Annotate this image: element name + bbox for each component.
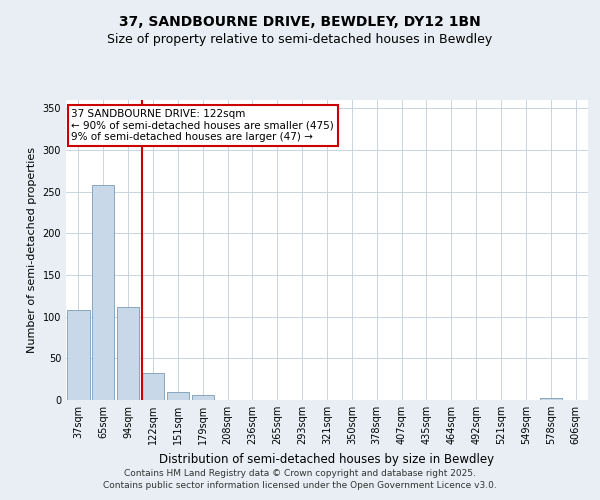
Bar [67, 310, 89, 400]
Bar [167, 392, 189, 400]
Bar [191, 395, 214, 400]
Text: 37 SANDBOURNE DRIVE: 122sqm
← 90% of semi-detached houses are smaller (475)
9% o: 37 SANDBOURNE DRIVE: 122sqm ← 90% of sem… [71, 109, 334, 142]
Bar [117, 306, 139, 400]
Bar [539, 398, 562, 400]
Bar [142, 372, 164, 400]
Text: Contains HM Land Registry data © Crown copyright and database right 2025.
Contai: Contains HM Land Registry data © Crown c… [103, 468, 497, 490]
X-axis label: Distribution of semi-detached houses by size in Bewdley: Distribution of semi-detached houses by … [160, 452, 494, 466]
Bar [92, 185, 115, 400]
Y-axis label: Number of semi-detached properties: Number of semi-detached properties [27, 147, 37, 353]
Text: 37, SANDBOURNE DRIVE, BEWDLEY, DY12 1BN: 37, SANDBOURNE DRIVE, BEWDLEY, DY12 1BN [119, 15, 481, 29]
Text: Size of property relative to semi-detached houses in Bewdley: Size of property relative to semi-detach… [107, 32, 493, 46]
